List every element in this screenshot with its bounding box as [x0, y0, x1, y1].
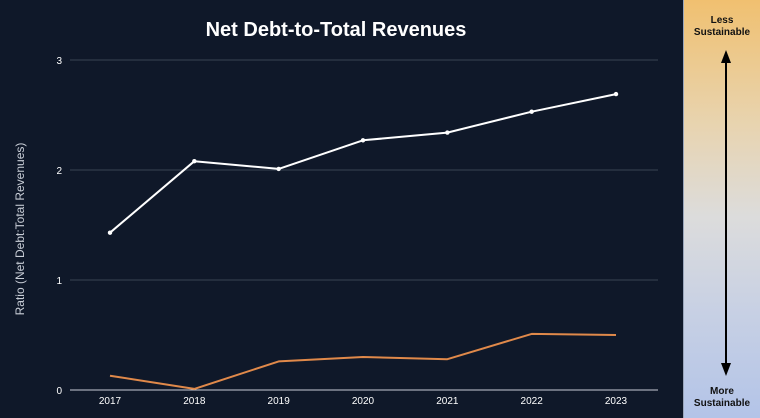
scale-top-line1: Less [710, 15, 734, 26]
data-point [613, 91, 619, 97]
x-tick-label: 2019 [268, 396, 291, 407]
scale-bottom-label: More Sustainable [684, 386, 760, 410]
y-tick-label: 3 [56, 56, 62, 67]
x-tick-label: 2020 [352, 396, 375, 407]
x-tick-label: 2022 [521, 396, 544, 407]
y-tick-label: 1 [56, 276, 62, 287]
grid-lines [70, 59, 658, 391]
y-axis-label: Ratio (Net Debt:Total Revenues) [13, 143, 27, 316]
data-point [360, 138, 366, 143]
scale-bottom-line2: Sustainable [693, 398, 751, 409]
data-point [529, 109, 534, 114]
x-tick-label: 2017 [99, 396, 122, 407]
scale-arrow [721, 50, 731, 376]
data-point [276, 166, 281, 172]
scale-bottom-line1: More [710, 386, 734, 397]
data-point [445, 130, 450, 135]
x-tick-label: 2021 [436, 396, 459, 407]
data-point [192, 159, 197, 164]
arrow-up-icon [721, 50, 731, 63]
scale-top-line2: Sustainable [693, 27, 751, 38]
y-tick-label: 0 [56, 386, 62, 397]
chart-title: Net Debt-to-Total Revenues [206, 19, 467, 41]
x-tick-label: 2023 [605, 396, 628, 407]
series-line-1 [109, 93, 617, 234]
x-tick-labels: 2017 2018 2019 2020 2021 2022 2023 [99, 396, 628, 407]
sustainability-scale: Less Sustainable More Sustainable [683, 0, 760, 418]
series-lines [107, 91, 619, 390]
series-line-2 [109, 332, 617, 390]
scale-top-label: Less Sustainable [684, 15, 760, 39]
y-tick-label: 2 [56, 166, 62, 177]
y-tick-labels: 0 1 2 3 [56, 56, 62, 397]
data-point [107, 230, 113, 235]
x-tick-label: 2018 [183, 396, 206, 407]
arrow-down-icon [721, 363, 731, 376]
